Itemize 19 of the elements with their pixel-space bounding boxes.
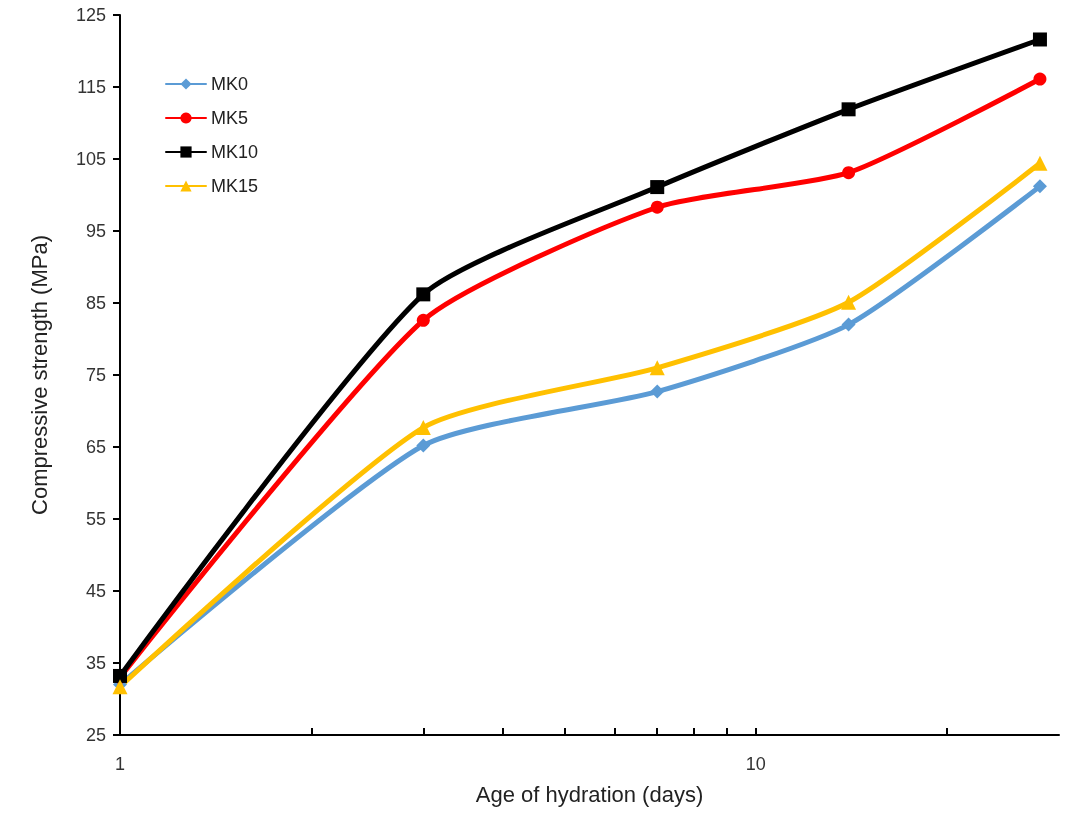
legend-label: MK0 (211, 74, 249, 94)
legend-label: MK5 (211, 108, 249, 128)
legend-label: MK15 (211, 176, 259, 196)
y-tick-label: 105 (75, 149, 106, 169)
y-tick-label: 125 (75, 5, 106, 25)
y-tick-label: 65 (85, 437, 106, 457)
y-tick-label: 55 (85, 509, 106, 529)
y-tick-label: 115 (77, 77, 106, 97)
x-tick-label: 10 (745, 754, 766, 774)
y-tick-label: 35 (85, 653, 106, 673)
y-tick-label: 85 (85, 293, 106, 313)
y-axis-title: Compressive strength (MPa) (26, 235, 52, 515)
x-axis-title: Age of hydration (days) (475, 781, 704, 807)
y-tick-label: 95 (85, 221, 106, 241)
x-tick-label: 1 (114, 754, 126, 774)
legend-label: MK10 (211, 142, 259, 162)
y-tick-label: 45 (85, 581, 106, 601)
y-tick-label: 25 (85, 725, 106, 745)
y-tick-label: 75 (85, 365, 106, 385)
